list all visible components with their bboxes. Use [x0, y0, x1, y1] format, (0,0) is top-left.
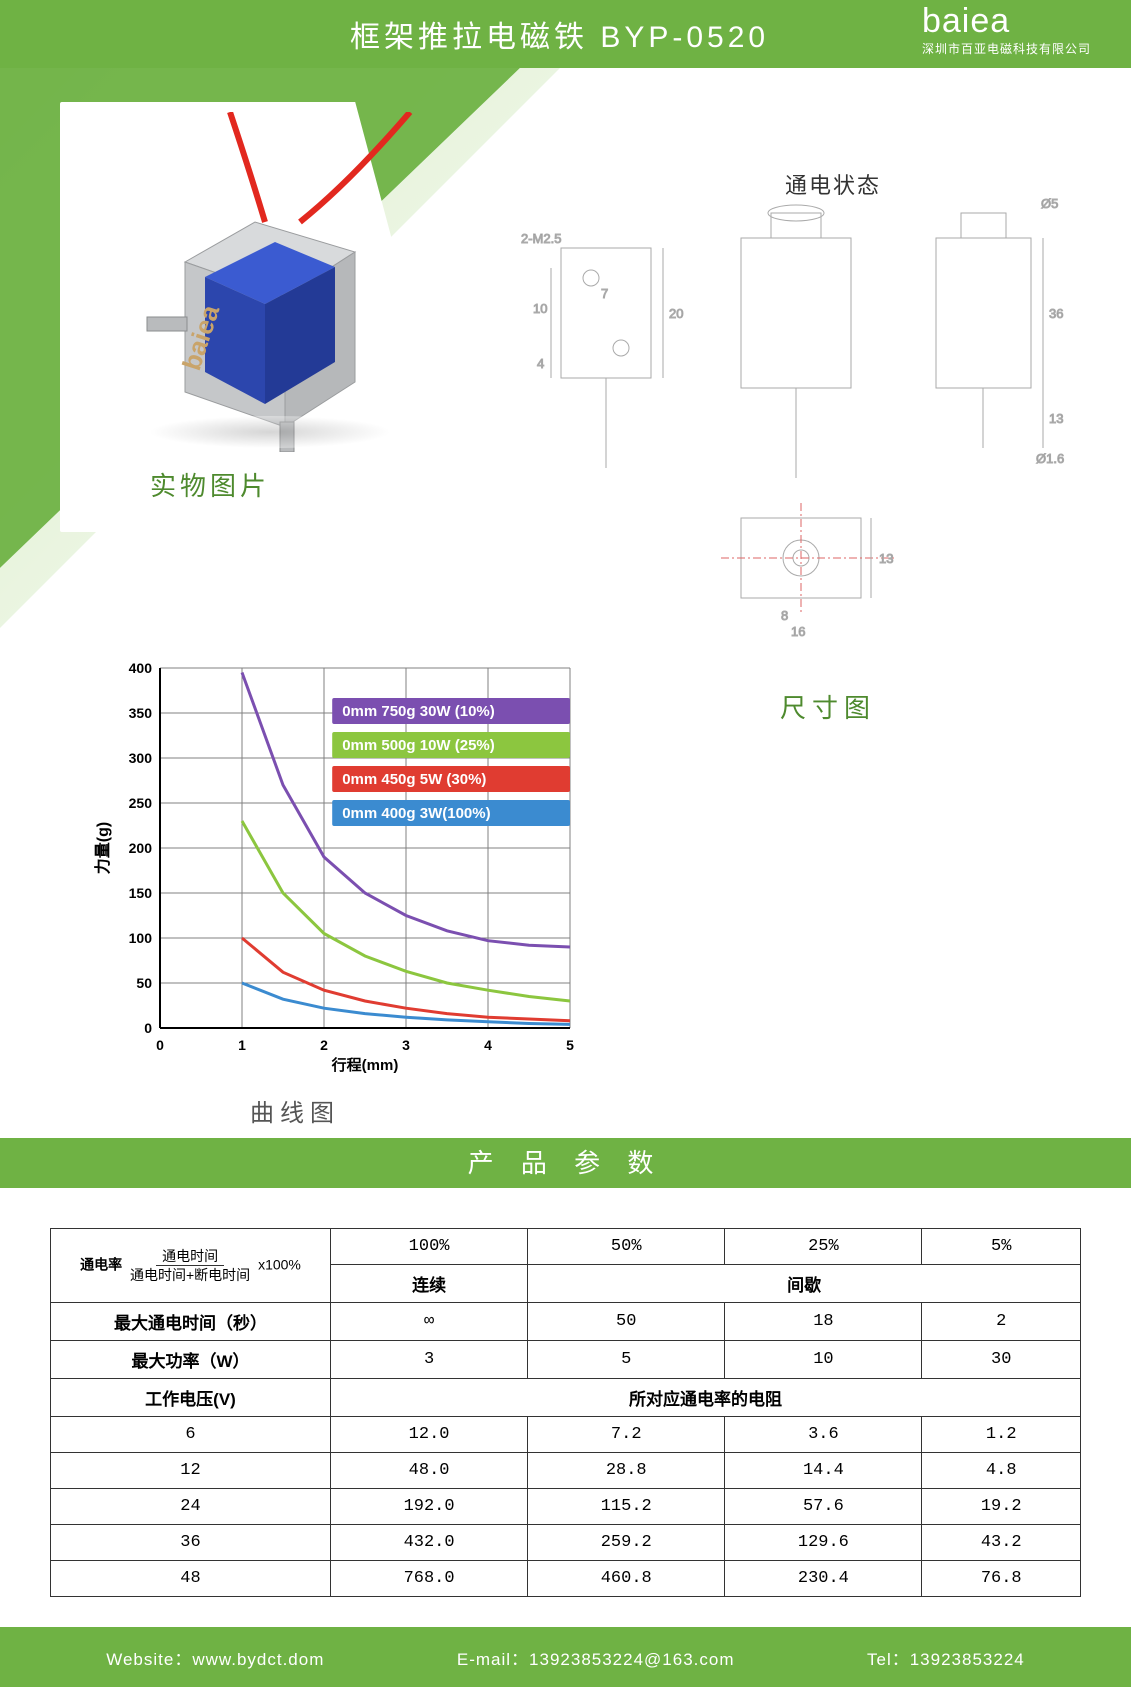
t-r5-label: 工作电压(V) — [51, 1379, 331, 1417]
svg-text:250: 250 — [129, 795, 153, 811]
footer-website: Website：www.bydct.dom — [106, 1645, 324, 1670]
svg-text:3: 3 — [402, 1037, 410, 1053]
res-3-0: 432.0 — [331, 1525, 528, 1561]
t-r1-v3: 5% — [922, 1229, 1081, 1265]
svg-text:0mm 750g 30W (10%): 0mm 750g 30W (10%) — [342, 703, 495, 720]
header-bar: 框架推拉电磁铁 BYP-0520 baiea 深圳市百亚电磁科技有限公司 — [0, 0, 1131, 68]
res-3-2: 129.6 — [725, 1525, 922, 1561]
footer-bar: Website：www.bydct.dom E-mail：13923853224… — [0, 1627, 1131, 1687]
t-r4-v1: 5 — [528, 1341, 725, 1379]
res-1-1: 28.8 — [528, 1453, 725, 1489]
product-photo: baiea — [80, 112, 420, 452]
svg-text:行程(mm): 行程(mm) — [331, 1056, 399, 1074]
t-r4-label: 最大功率（W） — [51, 1341, 331, 1379]
volt-36: 36 — [51, 1525, 331, 1561]
param-header: 产 品 参 数 — [0, 1138, 1131, 1188]
res-3-1: 259.2 — [528, 1525, 725, 1561]
svg-text:350: 350 — [129, 705, 153, 721]
svg-text:1: 1 — [238, 1037, 246, 1053]
t-r3-v1: 50 — [528, 1303, 725, 1341]
res-0-2: 3.6 — [725, 1417, 922, 1453]
res-1-0: 48.0 — [331, 1453, 528, 1489]
footer-email: E-mail：13923853224@163.com — [457, 1645, 735, 1670]
dim-h: Ø5 — [1041, 196, 1058, 211]
t-r4-v3: 30 — [922, 1341, 1081, 1379]
photo-caption: 实物图片 — [150, 466, 270, 503]
res-2-0: 192.0 — [331, 1489, 528, 1525]
svg-text:400: 400 — [129, 660, 153, 676]
t-r2-v0: 连续 — [331, 1265, 528, 1303]
dim-c: 4 — [537, 356, 544, 371]
res-4-2: 230.4 — [725, 1561, 922, 1597]
res-0-3: 1.2 — [922, 1417, 1081, 1453]
t-r1-fbot: 通电时间+断电时间 — [130, 1267, 250, 1283]
res-3-3: 43.2 — [922, 1525, 1081, 1561]
t-r4-v2: 10 — [725, 1341, 922, 1379]
footer-tel: Tel：13923853224 — [867, 1645, 1025, 1670]
param-table-wrap: 通电率 通电时间 通电时间+断电时间 x100% 100% 50% 25% 5%… — [0, 1188, 1131, 1627]
svg-text:50: 50 — [136, 975, 152, 991]
dim-j: 8 — [781, 608, 788, 623]
t-r1-v2: 25% — [725, 1229, 922, 1265]
page-title: 框架推拉电磁铁 BYP-0520 — [350, 12, 769, 56]
res-1-2: 14.4 — [725, 1453, 922, 1489]
hero-section: baiea 实物图片 通电状态 2-M2.5 10 4 — [0, 68, 1131, 648]
volt-48: 48 — [51, 1561, 331, 1597]
brand-logo: baiea — [922, 4, 1091, 38]
svg-text:2: 2 — [320, 1037, 328, 1053]
svg-text:200: 200 — [129, 840, 153, 856]
t-r1-v0: 100% — [331, 1229, 528, 1265]
t-r1-label: 通电率 — [80, 1256, 122, 1272]
svg-text:150: 150 — [129, 885, 153, 901]
dim-i: Ø1.6 — [1036, 451, 1064, 466]
dim-e: 20 — [669, 306, 683, 321]
res-4-3: 76.8 — [922, 1561, 1081, 1597]
brand-block: baiea 深圳市百亚电磁科技有限公司 — [922, 4, 1091, 57]
svg-text:0: 0 — [144, 1020, 152, 1036]
t-r2-v1: 间歇 — [528, 1265, 1081, 1303]
volt-12: 12 — [51, 1453, 331, 1489]
t-r3-v3: 2 — [922, 1303, 1081, 1341]
dim-l: 13 — [879, 551, 893, 566]
volt-24: 24 — [51, 1489, 331, 1525]
t-r3-v0: ∞ — [331, 1303, 528, 1341]
res-2-3: 19.2 — [922, 1489, 1081, 1525]
param-table: 通电率 通电时间 通电时间+断电时间 x100% 100% 50% 25% 5%… — [50, 1228, 1081, 1597]
res-2-2: 57.6 — [725, 1489, 922, 1525]
svg-text:力量(g): 力量(g) — [93, 822, 112, 874]
volt-6: 6 — [51, 1417, 331, 1453]
chart-section: 0 50 100 150 200 250 300 350 400 0 1 2 3 4 5 力量(g) 行程(mm… — [0, 658, 1131, 1128]
res-2-1: 115.2 — [528, 1489, 725, 1525]
svg-text:0mm 400g 3W(100%): 0mm 400g 3W(100%) — [342, 805, 490, 822]
brand-company: 深圳市百亚电磁科技有限公司 — [922, 40, 1091, 57]
svg-text:0mm 450g 5W (30%): 0mm 450g 5W (30%) — [342, 771, 486, 788]
svg-text:5: 5 — [566, 1037, 574, 1053]
force-stroke-chart: 0 50 100 150 200 250 300 350 400 0 1 2 3 4 5 力量(g) 行程(mm… — [90, 658, 590, 1093]
dim-b: 10 — [533, 301, 547, 316]
res-0-0: 12.0 — [331, 1417, 528, 1453]
svg-text:4: 4 — [484, 1037, 492, 1053]
dim-d: 7 — [601, 286, 608, 301]
t-r1-suffix: x100% — [258, 1256, 301, 1272]
t-r3-v2: 18 — [725, 1303, 922, 1341]
t-r5-span: 所对应通电率的电阻 — [331, 1379, 1081, 1417]
dim-k: 16 — [791, 624, 805, 639]
svg-text:100: 100 — [129, 930, 153, 946]
svg-text:0mm 500g 10W (25%): 0mm 500g 10W (25%) — [342, 737, 495, 754]
t-r3-label: 最大通电时间（秒） — [51, 1303, 331, 1341]
res-0-1: 7.2 — [528, 1417, 725, 1453]
svg-text:0: 0 — [156, 1037, 164, 1053]
dim-f: 36 — [1049, 306, 1063, 321]
chart-caption: 曲线图 — [250, 1093, 340, 1128]
t-r1-ftop: 通电时间 — [156, 1247, 224, 1266]
res-4-1: 460.8 — [528, 1561, 725, 1597]
dimension-drawing: 2-M2.5 10 4 7 20 36 — [501, 178, 1091, 648]
dim-g: 13 — [1049, 411, 1063, 426]
t-r1-v1: 50% — [528, 1229, 725, 1265]
res-4-0: 768.0 — [331, 1561, 528, 1597]
res-1-3: 4.8 — [922, 1453, 1081, 1489]
dim-a: 2-M2.5 — [521, 231, 561, 246]
svg-text:300: 300 — [129, 750, 153, 766]
t-r4-v0: 3 — [331, 1341, 528, 1379]
